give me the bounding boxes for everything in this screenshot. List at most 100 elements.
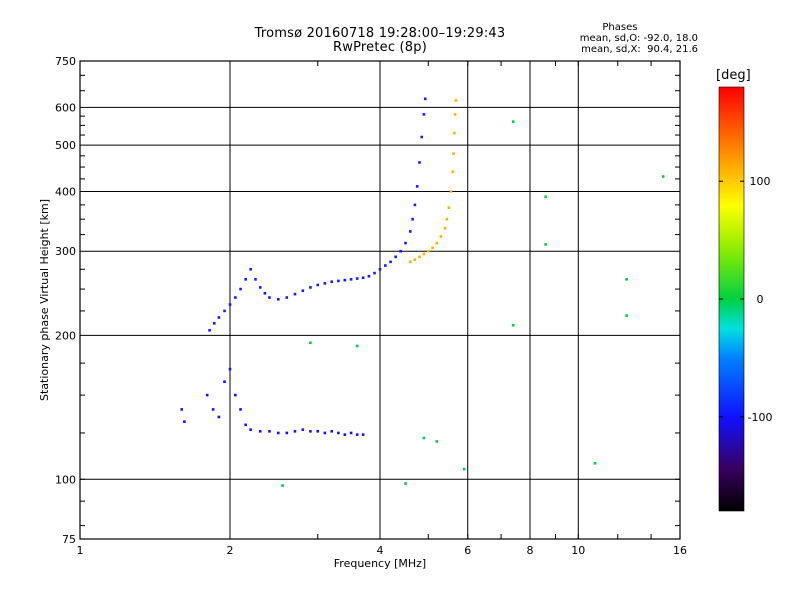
y-tick-label: 600: [55, 101, 76, 114]
colorbar-tick-label: 0: [757, 293, 764, 306]
data-point: [180, 408, 184, 411]
data-point: [323, 282, 327, 285]
data-point: [223, 380, 226, 384]
data-point: [445, 217, 449, 221]
data-point: [408, 230, 412, 233]
data-point: [330, 430, 334, 433]
x-tick-label: 6: [464, 544, 471, 557]
chart-title-line2: RwPretec (8p): [333, 40, 427, 55]
data-point: [453, 113, 457, 116]
data-point: [625, 314, 628, 317]
data-point: [349, 278, 353, 281]
data-point: [453, 131, 456, 135]
data-point: [244, 423, 247, 427]
data-point: [205, 393, 209, 397]
data-point: [234, 296, 237, 299]
data-point: [254, 278, 257, 281]
data-point: [212, 321, 216, 325]
data-point: [378, 267, 382, 271]
data-point: [211, 408, 215, 411]
data-point: [422, 252, 426, 256]
data-point: [439, 235, 443, 238]
data-point: [367, 274, 371, 278]
colorbar: [718, 86, 745, 512]
data-point: [208, 328, 211, 332]
colorbar-tick-label: -100: [748, 411, 773, 424]
data-point: [343, 278, 347, 282]
data-point: [544, 243, 547, 246]
data-point: [449, 190, 453, 193]
phases-heading: Phases: [602, 22, 638, 33]
colorbar-ticks: 100 0 -100: [719, 175, 772, 424]
data-point: [249, 428, 252, 431]
data-point: [454, 99, 458, 102]
data-point: [349, 431, 353, 435]
data-point: [239, 408, 242, 411]
x-tick-label: 16: [673, 544, 687, 557]
x-axis-label: Frequency [MHz]: [333, 557, 427, 570]
data-point: [355, 344, 359, 348]
data-point: [228, 367, 232, 371]
data-point: [228, 303, 232, 306]
data-point: [447, 206, 451, 209]
x-tick-label: 1: [77, 544, 84, 557]
data-point: [373, 271, 376, 275]
data-point: [281, 484, 284, 487]
data-point: [337, 279, 340, 283]
data-point: [263, 291, 267, 295]
data-point: [399, 249, 402, 253]
data-point: [276, 297, 280, 301]
data-point: [301, 428, 305, 431]
data-point: [408, 260, 412, 264]
data-point: [285, 431, 289, 435]
data-point: [435, 440, 439, 443]
data-point: [661, 175, 665, 178]
data-point: [309, 286, 312, 289]
data-point: [309, 430, 312, 433]
data-point: [511, 323, 515, 327]
data-point: [361, 433, 365, 436]
data-point: [435, 241, 439, 245]
data-point: [234, 393, 237, 397]
data-point: [301, 289, 305, 293]
data-point: [183, 420, 186, 423]
y-tick-label: 300: [55, 245, 76, 258]
data-point: [244, 278, 247, 281]
colorbar-label: [deg]: [716, 68, 751, 83]
data-point: [285, 296, 289, 299]
data-point: [544, 195, 547, 199]
x-tick-label: 2: [227, 544, 234, 557]
data-point: [426, 249, 430, 253]
data-point: [355, 277, 359, 280]
grid-lines: [80, 61, 680, 539]
phases-box: Phases mean, sd,O: -92.0, 18.0 mean, sd,…: [580, 22, 698, 55]
x-tick-label: 8: [527, 544, 534, 557]
y-tick-label: 400: [55, 185, 76, 198]
data-point: [249, 267, 252, 271]
data-point: [316, 283, 320, 287]
data-point: [443, 227, 447, 230]
data-point: [411, 217, 414, 221]
y-tick-label: 500: [55, 139, 76, 152]
y-tick-label: 75: [62, 533, 76, 546]
axis-ticks: [79, 61, 681, 539]
data-point: [258, 286, 262, 289]
y-tick-label: 100: [55, 473, 76, 486]
phases-o-stats: mean, sd,O: -92.0, 18.0: [579, 33, 698, 44]
data-point: [268, 296, 271, 299]
data-point: [422, 436, 426, 440]
data-point: [593, 462, 597, 465]
tick-labels: 1 2 4 6 8 10 16 75 100 200 300 400 500 600 750: [55, 55, 687, 557]
x-tick-label: 10: [571, 544, 585, 557]
data-point: [217, 415, 221, 419]
data-point: [625, 278, 628, 281]
data-point: [323, 431, 327, 435]
data-point: [451, 170, 455, 174]
data-point: [415, 185, 419, 188]
data-point: [431, 246, 434, 250]
data-point: [404, 241, 407, 245]
data-point: [355, 433, 359, 436]
data-points: [180, 97, 665, 487]
data-point: [316, 430, 320, 433]
data-point: [361, 276, 365, 280]
